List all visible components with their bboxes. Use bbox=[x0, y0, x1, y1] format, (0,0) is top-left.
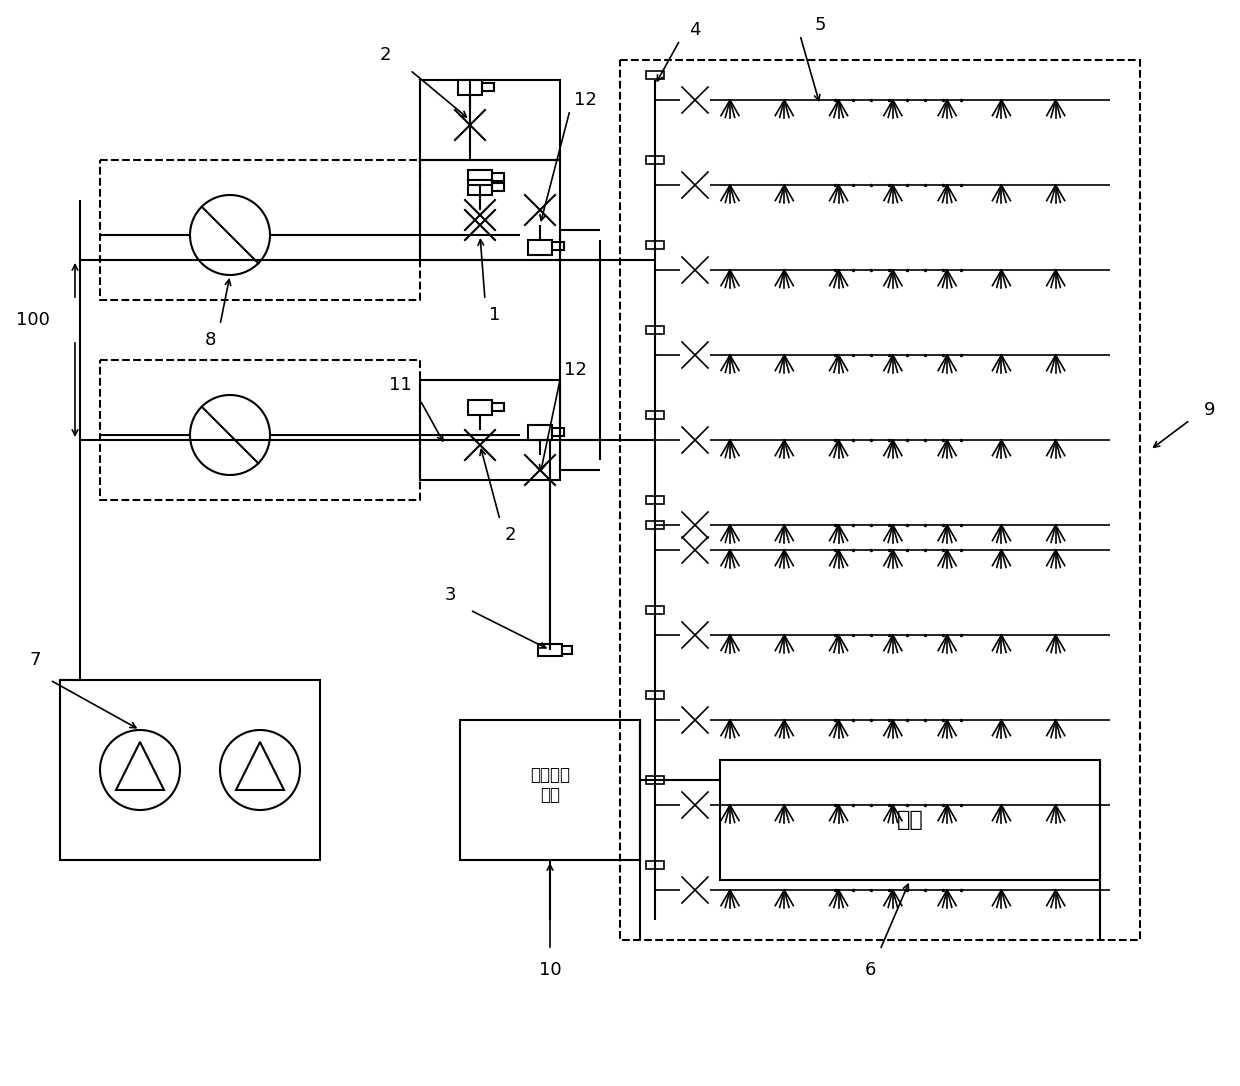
Bar bbox=[60, 680, 320, 860]
Bar bbox=[420, 380, 560, 480]
Text: 100: 100 bbox=[16, 311, 50, 329]
Bar bbox=[458, 80, 482, 94]
Text: 1: 1 bbox=[490, 306, 501, 324]
Bar bbox=[646, 156, 663, 164]
Bar bbox=[460, 720, 640, 860]
Bar bbox=[538, 644, 562, 656]
Text: 4: 4 bbox=[689, 21, 701, 39]
Text: 3: 3 bbox=[444, 586, 456, 604]
Bar bbox=[646, 606, 663, 614]
Bar bbox=[467, 180, 492, 195]
Bar bbox=[482, 83, 494, 91]
Bar bbox=[646, 72, 663, 78]
Bar bbox=[646, 521, 663, 529]
Text: 8: 8 bbox=[205, 331, 216, 349]
Text: 2: 2 bbox=[505, 526, 516, 544]
Text: 5: 5 bbox=[815, 16, 826, 34]
Text: 水筱: 水筱 bbox=[897, 810, 924, 830]
Text: 12: 12 bbox=[563, 361, 587, 379]
Bar bbox=[420, 80, 560, 160]
Text: 11: 11 bbox=[388, 376, 412, 394]
Bar bbox=[646, 861, 663, 869]
Bar bbox=[646, 327, 663, 333]
Text: 7: 7 bbox=[30, 651, 41, 669]
Bar bbox=[646, 692, 663, 698]
Bar bbox=[492, 403, 503, 411]
Bar bbox=[646, 412, 663, 418]
Bar bbox=[467, 171, 492, 185]
Bar bbox=[620, 60, 1140, 940]
Bar bbox=[528, 425, 552, 440]
Bar bbox=[100, 359, 420, 500]
Bar bbox=[646, 496, 663, 504]
Bar bbox=[528, 240, 552, 255]
Bar bbox=[492, 173, 503, 181]
Bar bbox=[467, 400, 492, 415]
Bar bbox=[720, 760, 1100, 880]
Bar bbox=[646, 241, 663, 249]
Text: 9: 9 bbox=[1204, 401, 1215, 419]
Bar bbox=[420, 160, 560, 260]
Text: 10: 10 bbox=[538, 961, 562, 978]
Text: 6: 6 bbox=[864, 961, 875, 978]
Bar bbox=[552, 242, 564, 250]
Bar bbox=[100, 160, 420, 300]
Bar bbox=[492, 184, 503, 191]
Text: 12: 12 bbox=[574, 91, 596, 109]
Bar bbox=[646, 776, 663, 784]
Text: 2: 2 bbox=[379, 46, 391, 64]
Bar bbox=[562, 646, 572, 654]
Text: 空气压缩
设备: 空气压缩 设备 bbox=[529, 766, 570, 805]
Bar bbox=[552, 428, 564, 435]
